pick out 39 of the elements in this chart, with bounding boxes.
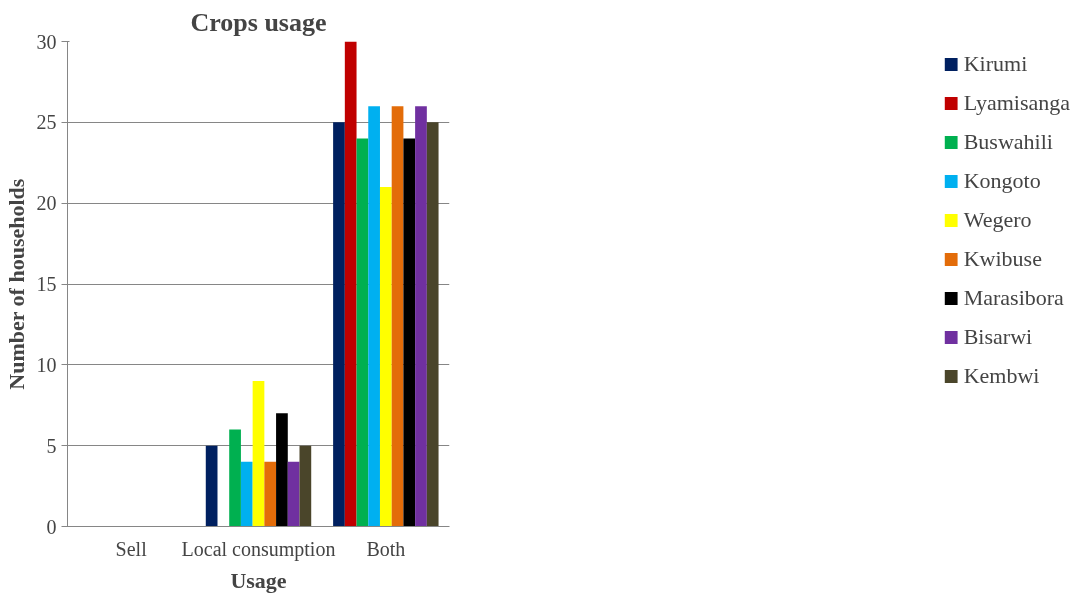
chart-title: Crops usage — [190, 7, 327, 37]
y-tick-label: 0 — [46, 515, 57, 538]
x-tick-label: Local consumption — [181, 537, 336, 561]
y-axis-title: Number of households — [3, 178, 29, 390]
bar — [276, 413, 288, 527]
legend-label: Lyamisanga — [963, 90, 1070, 116]
bar — [252, 381, 265, 527]
bar — [426, 122, 439, 527]
bar — [299, 445, 312, 527]
legend-label: Kwibuse — [963, 246, 1042, 272]
bar — [264, 461, 277, 527]
bar — [403, 138, 416, 527]
legend-label: Kirumi — [963, 51, 1028, 77]
legend-label: Marasibora — [963, 285, 1064, 311]
bar — [391, 106, 404, 527]
bar — [287, 461, 300, 527]
y-tick-label: 10 — [36, 353, 57, 376]
x-axis-title: Usage — [230, 567, 287, 593]
bar — [240, 461, 253, 527]
bar — [368, 106, 380, 527]
legend-label: Kongoto — [963, 168, 1041, 194]
x-tick-label: Both — [366, 537, 406, 560]
x-tick-label: Sell — [115, 537, 148, 560]
y-tick-label: 15 — [36, 273, 57, 295]
bar — [344, 41, 357, 527]
bar — [415, 106, 427, 527]
bar — [205, 445, 218, 527]
bar — [229, 429, 241, 527]
y-tick-label: 20 — [36, 192, 57, 215]
legend-label: Buswahili — [963, 129, 1053, 155]
y-tick-label: 30 — [36, 30, 57, 53]
legend-label: Bisarwi — [963, 324, 1033, 350]
bar — [379, 187, 392, 527]
y-tick-label: 5 — [46, 434, 57, 457]
legend-label: Wegero — [963, 207, 1032, 233]
bar — [356, 138, 369, 527]
y-tick-label: 25 — [36, 111, 57, 134]
legend-label: Kembwi — [963, 363, 1040, 389]
bar — [333, 122, 345, 527]
